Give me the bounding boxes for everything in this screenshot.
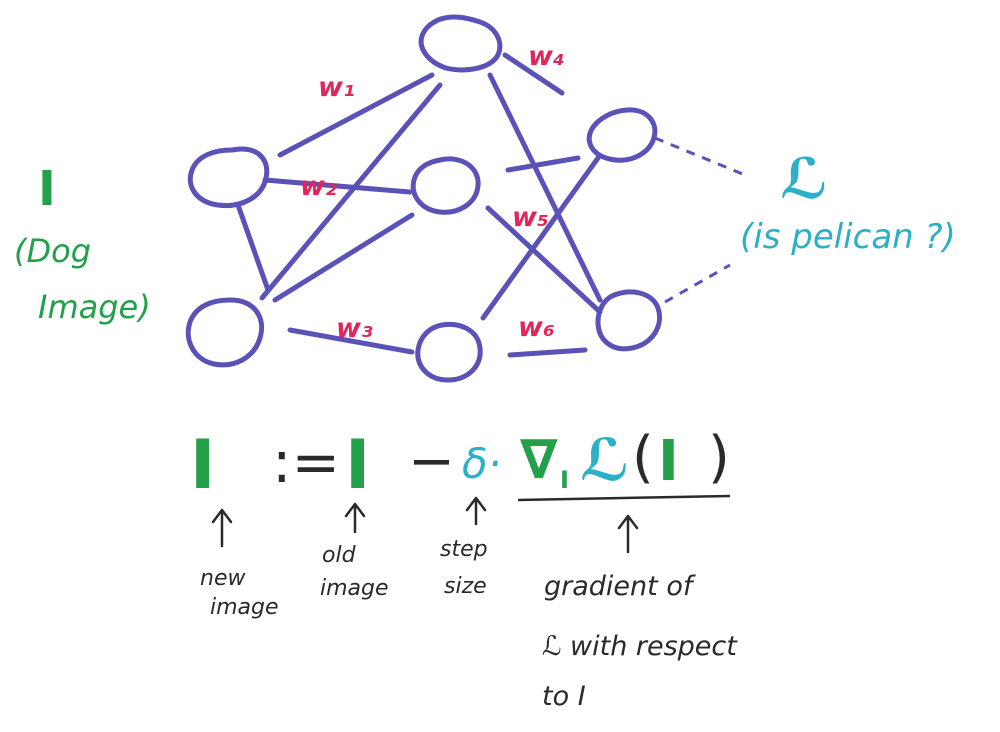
input-image-symbol: I: [38, 161, 56, 217]
input-caption-line2: Image): [38, 288, 151, 326]
edge-h3-o1: [480, 155, 601, 321]
note-new-image-line1: new: [200, 566, 246, 591]
eq-nabla: ∇: [520, 428, 558, 491]
weight-label-w2: w₂: [300, 171, 337, 202]
loss-symbol: ℒ: [780, 147, 828, 212]
edge-in1-h2: [262, 177, 413, 195]
eq-close-paren: ): [708, 425, 730, 490]
note-step-size-line2: size: [444, 574, 487, 599]
edge-in2-h1: [259, 82, 443, 301]
note-new-image-line2: image: [210, 595, 279, 620]
weight-label-w3: w₃: [336, 313, 373, 344]
edge-in1-h1: [277, 72, 435, 158]
update-equation: I := I − δ· ∇ I ℒ ( I ): [190, 425, 731, 505]
input-node-2: [185, 297, 265, 368]
edge-h2-o2: [485, 205, 603, 315]
network-edges: [235, 52, 603, 358]
input-caption-line1: (Dog: [14, 232, 91, 270]
edge-h3-o2: [507, 347, 588, 358]
weight-label-w6: w₆: [518, 312, 555, 343]
note-old-image-line1: old: [322, 543, 357, 568]
output-node-1: [586, 107, 658, 163]
arrow-old-image: [344, 502, 366, 534]
arrow-step-size: [465, 496, 487, 526]
note-gradient-line2: ℒ with respect: [542, 631, 738, 662]
edge-h1-o1: [502, 52, 565, 96]
weight-label-w1: w₁: [318, 72, 355, 103]
hidden-node-1: [418, 14, 503, 73]
edge-in2-h2: [272, 212, 415, 303]
eq-open-paren: (: [632, 425, 654, 490]
loss-caption: (is pelican ?): [740, 217, 956, 257]
output-node-2: [595, 289, 662, 352]
arrow-new-image: [211, 508, 233, 548]
weight-label-w5: w₅: [512, 202, 549, 233]
edge-h2-o1: [505, 155, 581, 173]
weight-label-w4: w₄: [528, 41, 565, 72]
network-nodes: [185, 14, 662, 383]
edge-h1-o2: [487, 72, 603, 303]
hidden-node-3: [415, 321, 483, 383]
dash-o1-loss: [654, 136, 746, 177]
gradient-underline: [517, 494, 731, 502]
eq-old-image: I: [345, 426, 370, 505]
note-gradient-line3: to I: [542, 681, 586, 712]
input-node-1: [187, 146, 270, 209]
eq-new-image: I: [190, 426, 215, 505]
eq-minus: −: [408, 429, 455, 494]
annotation-arrows: [211, 496, 639, 554]
note-old-image-line2: image: [320, 576, 389, 601]
eq-loss: ℒ: [580, 426, 630, 494]
eq-assign: :=: [272, 428, 340, 496]
arrow-gradient: [617, 514, 639, 554]
eq-arg: I: [658, 429, 679, 494]
dash-o2-loss: [664, 263, 731, 304]
edge-in2-h3: [287, 327, 415, 355]
eq-step: δ·: [462, 439, 501, 488]
eq-nabla-subscript: I: [560, 466, 569, 494]
note-step-size-line1: step: [440, 537, 488, 562]
note-gradient-line1: gradient of: [544, 571, 696, 602]
edge-in1-in2-cross: [235, 202, 271, 293]
hidden-node-2: [410, 156, 481, 215]
